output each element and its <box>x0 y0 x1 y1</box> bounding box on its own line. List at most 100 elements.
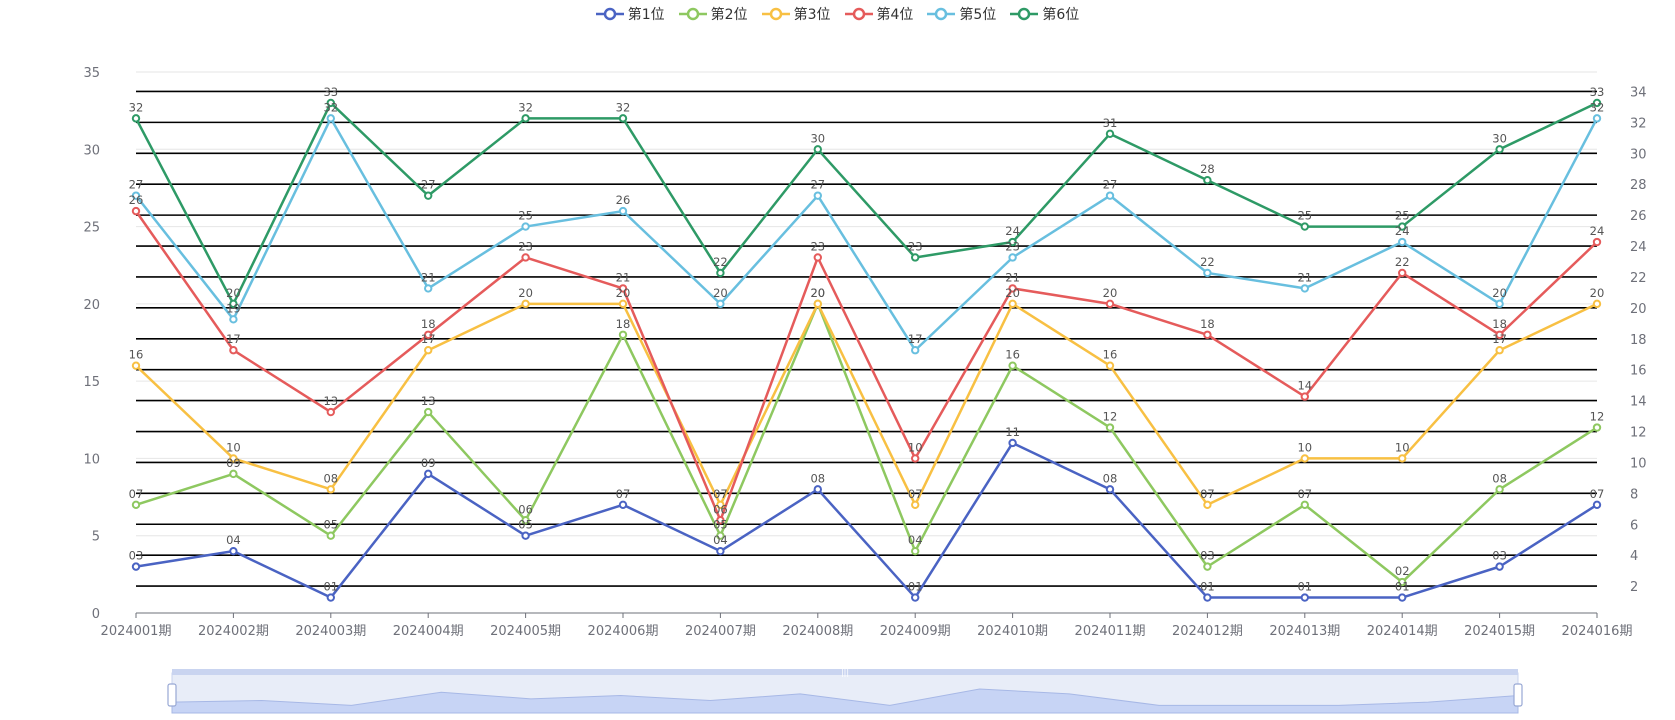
data-point[interactable] <box>1495 145 1504 154</box>
data-point[interactable] <box>716 546 725 556</box>
data-point[interactable] <box>1008 284 1017 293</box>
data-point[interactable] <box>424 284 433 293</box>
data-point[interactable] <box>1008 361 1017 370</box>
data-point[interactable] <box>424 330 433 339</box>
data-point[interactable] <box>1203 562 1212 571</box>
data-point[interactable] <box>521 114 530 123</box>
data-point[interactable] <box>1008 299 1017 309</box>
data-point[interactable] <box>618 330 628 339</box>
data-point[interactable] <box>1592 237 1602 247</box>
data-point[interactable] <box>1300 284 1310 293</box>
data-point[interactable] <box>1495 485 1504 494</box>
data-zoom-slider[interactable]: ||| <box>167 668 1523 714</box>
slider-top-bar[interactable] <box>172 669 1518 675</box>
data-point[interactable] <box>424 346 433 355</box>
data-point[interactable] <box>1592 299 1602 309</box>
data-point[interactable] <box>131 206 141 216</box>
data-point[interactable] <box>618 500 628 509</box>
data-point[interactable] <box>1203 500 1212 509</box>
data-point[interactable] <box>1592 423 1602 432</box>
legend-item[interactable]: 第4位 <box>844 4 913 24</box>
legend-item[interactable]: 第3位 <box>761 4 831 24</box>
data-point[interactable] <box>326 407 335 417</box>
data-point[interactable] <box>1105 299 1115 309</box>
data-point[interactable] <box>326 98 335 108</box>
legend-item[interactable]: 第5位 <box>927 4 996 24</box>
data-point[interactable] <box>813 145 822 154</box>
data-point[interactable] <box>1495 562 1504 571</box>
slider-left-handle[interactable] <box>167 683 177 707</box>
data-point[interactable] <box>1105 361 1115 370</box>
data-point[interactable] <box>716 531 725 540</box>
data-point[interactable] <box>813 253 822 262</box>
data-point[interactable] <box>1203 268 1212 278</box>
data-point[interactable] <box>1105 423 1115 432</box>
data-point[interactable] <box>1398 454 1407 463</box>
data-point[interactable] <box>1398 577 1407 587</box>
data-point[interactable] <box>131 562 141 571</box>
data-point[interactable] <box>1008 237 1017 247</box>
data-point[interactable] <box>911 253 920 262</box>
data-point[interactable] <box>229 546 238 556</box>
data-point[interactable] <box>911 593 920 602</box>
data-point[interactable] <box>813 191 822 200</box>
data-point[interactable] <box>131 500 141 509</box>
data-point[interactable] <box>911 454 920 463</box>
data-point[interactable] <box>1105 191 1115 200</box>
data-point[interactable] <box>1203 330 1212 339</box>
data-point[interactable] <box>229 315 238 324</box>
data-point[interactable] <box>229 454 238 463</box>
data-point[interactable] <box>618 299 628 309</box>
data-point[interactable] <box>521 531 530 540</box>
data-point[interactable] <box>911 346 920 355</box>
data-point[interactable] <box>229 469 238 479</box>
data-point[interactable] <box>1300 454 1310 463</box>
data-point[interactable] <box>1300 593 1310 602</box>
data-point[interactable] <box>229 346 238 355</box>
legend-item[interactable]: 第1位 <box>595 4 665 24</box>
data-point[interactable] <box>911 546 920 556</box>
data-point[interactable] <box>1105 485 1115 494</box>
data-point[interactable] <box>1592 114 1602 123</box>
data-point[interactable] <box>326 114 335 123</box>
data-point[interactable] <box>911 500 920 509</box>
data-point[interactable] <box>326 485 335 494</box>
data-point[interactable] <box>1592 98 1602 108</box>
data-point[interactable] <box>1105 129 1115 139</box>
data-point[interactable] <box>1495 299 1504 309</box>
data-point[interactable] <box>1592 500 1602 509</box>
legend-item[interactable]: 第2位 <box>678 4 748 24</box>
data-point[interactable] <box>716 268 725 278</box>
data-point[interactable] <box>1300 392 1310 401</box>
data-point[interactable] <box>424 407 433 417</box>
data-point[interactable] <box>1495 346 1504 355</box>
data-point[interactable] <box>618 284 628 293</box>
data-point[interactable] <box>1495 330 1504 339</box>
data-point[interactable] <box>1398 237 1407 247</box>
data-point[interactable] <box>326 531 335 540</box>
data-point[interactable] <box>1008 253 1017 262</box>
data-point[interactable] <box>1398 268 1407 278</box>
data-point[interactable] <box>1300 222 1310 231</box>
data-point[interactable] <box>1008 438 1017 448</box>
data-point[interactable] <box>424 469 433 479</box>
data-point[interactable] <box>131 114 141 123</box>
data-point[interactable] <box>131 191 141 200</box>
data-point[interactable] <box>716 500 725 509</box>
data-point[interactable] <box>521 516 530 525</box>
data-point[interactable] <box>813 485 822 494</box>
data-point[interactable] <box>716 516 725 525</box>
data-point[interactable] <box>521 253 530 262</box>
data-point[interactable] <box>1398 593 1407 602</box>
slider-drag-icon[interactable]: ||| <box>841 668 849 677</box>
data-point[interactable] <box>229 299 238 309</box>
data-point[interactable] <box>618 114 628 123</box>
data-point[interactable] <box>716 299 725 309</box>
data-point[interactable] <box>326 593 335 602</box>
data-point[interactable] <box>618 206 628 216</box>
data-point[interactable] <box>1203 176 1212 185</box>
data-point[interactable] <box>813 299 822 309</box>
data-point[interactable] <box>1300 500 1310 509</box>
legend-item[interactable]: 第6位 <box>1010 4 1079 24</box>
data-point[interactable] <box>424 191 433 200</box>
